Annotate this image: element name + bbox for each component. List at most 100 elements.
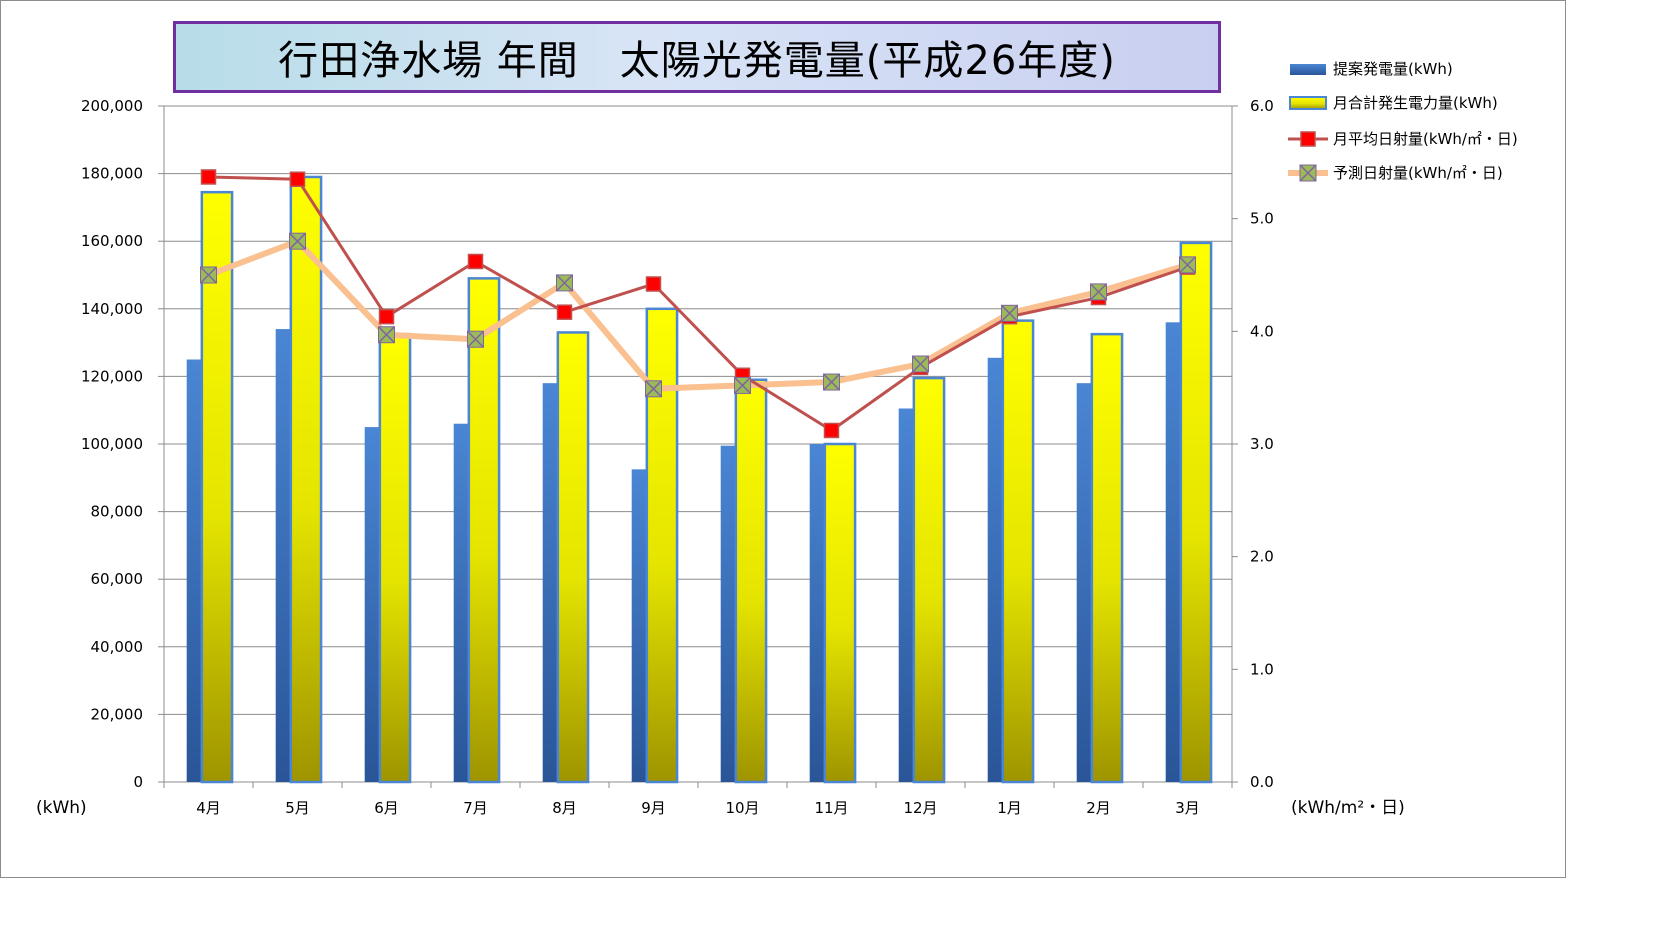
line-predicted-irradiance <box>207 238 1189 392</box>
x-tick-label: 4月 <box>196 799 221 817</box>
y2-tick-label: 2.0 <box>1250 548 1274 566</box>
x-tick-label: 5月 <box>285 799 310 817</box>
lines <box>199 169 1197 439</box>
x-tick-label: 10月 <box>725 799 759 817</box>
bar-actual <box>1001 319 1035 784</box>
x-tick-label: 11月 <box>814 799 848 817</box>
y-tick-label: 120,000 <box>81 367 143 385</box>
bar-proposed <box>720 445 736 782</box>
marker-average-irradiance <box>467 253 484 270</box>
marker-stroke <box>733 376 752 394</box>
marker-predicted-irradiance <box>288 232 307 250</box>
marker-predicted-irradiance <box>1089 283 1108 301</box>
marker-stroke <box>911 355 930 373</box>
y-tick-label: 60,000 <box>91 570 144 588</box>
y-tick-label: 200,000 <box>81 97 143 115</box>
marker-stroke <box>288 232 307 250</box>
legend-swatch-average-marker <box>1300 131 1316 147</box>
legend-swatch-actual <box>1289 96 1327 110</box>
marker-predicted-irradiance <box>822 373 841 391</box>
marker-predicted-irradiance <box>1178 256 1197 274</box>
y2-tick-label: 6.0 <box>1250 97 1274 115</box>
bar-proposed <box>1076 383 1092 782</box>
bar-proposed <box>453 423 469 782</box>
chart-canvas: 0 20,000 40,000 60,000 80,000 100,000 120,000 1… <box>36 60 1518 818</box>
y2-tick-label: 0.0 <box>1250 773 1274 791</box>
marker-stroke <box>199 266 218 284</box>
marker-stroke <box>822 373 841 391</box>
chart-title: 行田浄水場 年間 太陽光発電量(平成26年度) <box>278 38 1116 84</box>
marker-stroke <box>555 274 574 292</box>
marker-average-irradiance <box>200 169 217 185</box>
bar-actual <box>734 378 768 784</box>
bar-actual <box>378 332 412 784</box>
bar-proposed <box>987 357 1003 782</box>
x-tick-label: 6月 <box>374 799 399 817</box>
line-average-irradiance <box>208 175 1188 432</box>
x-tick-label: 2月 <box>1086 799 1111 817</box>
bar-actual <box>200 190 234 784</box>
x-tick-label: 1月 <box>997 799 1022 817</box>
marker-stroke <box>1089 283 1108 301</box>
bar-proposed <box>275 329 291 782</box>
y-axis-unit: (kWh) <box>36 798 87 818</box>
marker-average-irradiance <box>823 422 840 439</box>
tick-labels: 0 20,000 40,000 60,000 80,000 100,000 120,000 1… <box>81 97 1274 817</box>
x-tick-label: 12月 <box>903 799 937 817</box>
bar-actual <box>556 331 590 784</box>
bars <box>186 175 1213 784</box>
legend-label: 予測日射量(kWh/㎡・日) <box>1333 164 1503 182</box>
marker-predicted-irradiance <box>644 380 663 398</box>
legend-label: 月合計発生電力量(kWh) <box>1333 94 1498 112</box>
bar-proposed <box>898 408 914 782</box>
y-tick-label: 140,000 <box>81 300 143 318</box>
marker-stroke <box>1178 256 1197 274</box>
bar-actual <box>467 277 501 784</box>
marker-average-irradiance <box>645 276 662 292</box>
legend-swatch-proposed <box>1290 64 1326 75</box>
y-tick-label: 80,000 <box>91 503 144 521</box>
x-tick-label: 3月 <box>1175 799 1200 817</box>
marker-predicted-irradiance <box>1000 304 1019 322</box>
bar-proposed <box>1165 322 1181 782</box>
bar-proposed <box>542 383 558 782</box>
marker-average-irradiance <box>378 308 395 325</box>
chart-title-box: 行田浄水場 年間 太陽光発電量(平成26年度) <box>173 21 1221 93</box>
y2-tick-label: 4.0 <box>1250 322 1274 340</box>
marker-predicted-irradiance <box>555 274 574 292</box>
marker-stroke <box>466 330 485 348</box>
y-tick-label: 40,000 <box>91 638 144 656</box>
marker-predicted-irradiance <box>911 355 930 373</box>
legend-label: 提案発電量(kWh) <box>1333 60 1453 78</box>
y-tick-label: 100,000 <box>81 435 143 453</box>
x-tick-label: 9月 <box>641 799 666 817</box>
axes <box>163 106 1233 788</box>
y2-tick-label: 5.0 <box>1250 210 1274 228</box>
marker-predicted-irradiance <box>199 266 218 284</box>
bar-actual <box>289 175 323 784</box>
bar-proposed <box>631 469 647 782</box>
bar-actual <box>1179 241 1213 784</box>
marker-average-irradiance <box>556 304 573 320</box>
marker-predicted-irradiance <box>466 330 485 348</box>
bar-actual <box>1090 332 1124 784</box>
gridlines <box>158 105 1238 783</box>
bar-proposed <box>809 444 825 782</box>
bar-actual <box>912 376 946 784</box>
bar-actual <box>823 442 857 784</box>
marker-stroke <box>1299 164 1317 182</box>
y2-tick-label: 3.0 <box>1250 435 1274 453</box>
legend: 提案発電量(kWh) 月合計発生電力量(kWh) 月平均日射量(kWh/㎡・日) 予測… <box>1288 60 1518 182</box>
bar-proposed <box>364 427 380 782</box>
marker-stroke <box>644 380 663 398</box>
marker-predicted-irradiance <box>733 376 752 394</box>
bar-actual <box>645 307 679 784</box>
x-tick-label: 8月 <box>552 799 577 817</box>
x-tick-label: 7月 <box>463 799 488 817</box>
marker-stroke <box>1000 304 1019 322</box>
legend-swatch-predicted-marker <box>1299 164 1317 182</box>
bar-proposed <box>186 359 202 782</box>
marker-predicted-irradiance <box>377 326 396 344</box>
y-tick-label: 20,000 <box>91 705 144 723</box>
legend-label: 月平均日射量(kWh/㎡・日) <box>1333 130 1518 148</box>
